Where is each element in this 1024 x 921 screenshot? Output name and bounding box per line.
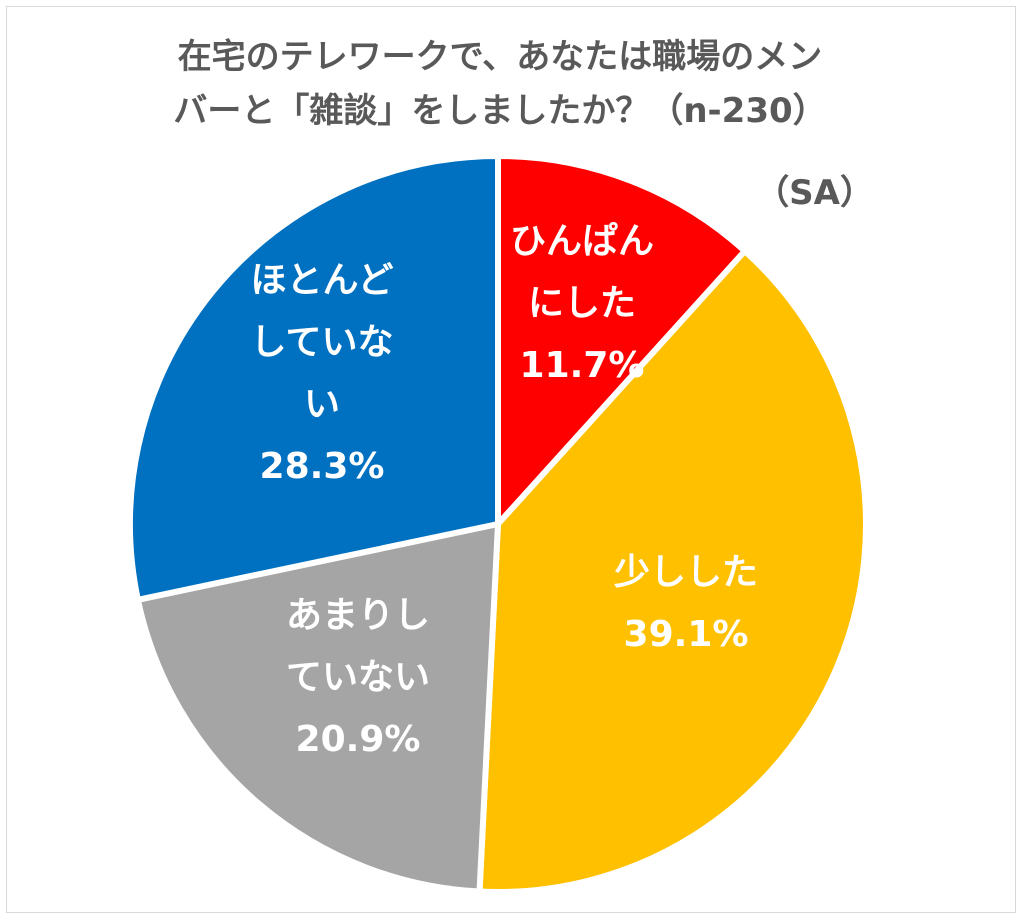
slice-3-category-label: あまりし (286, 595, 430, 636)
slice-1-value-label: 11.7% (520, 345, 645, 386)
pie-slice-2 (476, 248, 869, 895)
pie-slice-1 (495, 153, 748, 527)
slice-4-category-label: していな (251, 322, 394, 363)
chart-title-line-2: バーと「雑談」をしましたか？（n-230） (173, 91, 827, 131)
chart-title-line-1: 在宅のテレワークで、あなたは職場のメン (177, 37, 823, 77)
pie-slice-3 (134, 521, 501, 895)
slice-4-value-label: 28.3% (260, 446, 385, 487)
slice-2-category-label: 少しした (614, 552, 758, 593)
chart-frame (6, 6, 1016, 913)
chart-subtitle: （SA） (755, 173, 874, 213)
slice-1-category-label: ひんぱん (510, 221, 654, 262)
slice-4-category-label: ほとんど (251, 260, 394, 301)
pie-slice-4 (127, 153, 501, 603)
chart-title: 在宅のテレワークで、あなたは職場のメン バーと「雑談」をしましたか？（n-230… (100, 30, 900, 138)
slice-3-category-label: ていない (286, 657, 430, 698)
slice-2-value-label: 39.1% (624, 614, 749, 655)
slice-4-category-label: い (304, 384, 340, 425)
slice-3-value-label: 20.9% (296, 719, 421, 760)
slice-1-category-label: にした (528, 283, 636, 324)
